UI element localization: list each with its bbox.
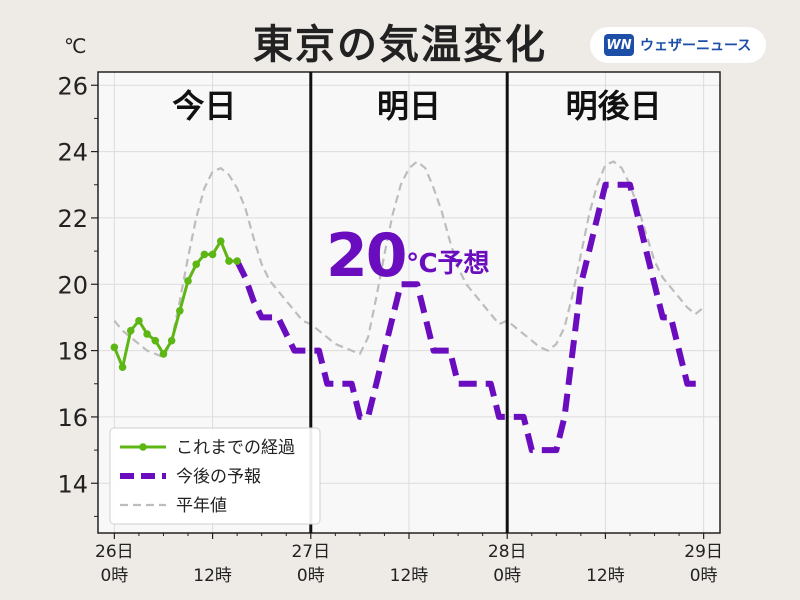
observed-point: [110, 343, 119, 352]
observed-point: [118, 363, 127, 371]
observed-point: [151, 336, 160, 345]
day-label: 明日: [377, 87, 441, 125]
observed-point: [184, 277, 192, 285]
observed-point: [200, 250, 209, 259]
observed-point: [126, 326, 135, 335]
observed-point: [159, 350, 168, 358]
day-label: 今日: [172, 87, 236, 125]
x-tick-hour-label: 0時: [493, 566, 521, 586]
legend-label: 今後の予報: [176, 467, 261, 487]
observed-point: [225, 257, 233, 265]
y-tick-label: 26: [57, 72, 88, 100]
x-tick-day-label: 26日: [95, 542, 134, 562]
x-tick-day-label: 28日: [488, 542, 527, 562]
weathernews-logo: WN ウェザーニュース: [590, 27, 766, 63]
x-tick-hour-label: 12時: [193, 566, 232, 586]
x-tick-hour-label: 12時: [390, 566, 429, 586]
weathernews-logo-mark: WN: [604, 34, 634, 56]
observed-line: [113, 239, 238, 369]
chart-title: 東京の気温変化: [253, 22, 547, 68]
observed-point: [135, 316, 143, 325]
y-tick-label: 20: [57, 271, 88, 299]
observed-point: [233, 257, 241, 265]
x-tick-day-label: 29日: [684, 542, 723, 562]
forecast-annotation-value: 20: [326, 221, 406, 291]
x-tick-day-label: 27日: [291, 542, 330, 562]
observed-point: [143, 330, 151, 338]
y-tick-label: 18: [57, 338, 88, 366]
y-axis-unit: ℃: [64, 34, 87, 58]
legend-marker: [139, 443, 147, 451]
legend-label: 平年値: [176, 496, 227, 516]
x-tick-hour-label: 0時: [100, 566, 128, 586]
x-tick-hour-label: 12時: [586, 566, 625, 586]
y-tick-label: 14: [57, 470, 88, 498]
x-tick-hour-label: 0時: [690, 566, 718, 586]
observed-point: [216, 237, 225, 245]
legend-box: [109, 427, 321, 525]
y-tick-label: 22: [57, 205, 88, 233]
observed-point: [167, 336, 176, 345]
observed-point: [208, 250, 217, 259]
observed-point: [176, 306, 184, 315]
y-tick-label: 16: [57, 404, 88, 432]
legend-label: これまでの経過: [176, 438, 295, 458]
forecast-line: [234, 181, 704, 454]
day-label: 明後日: [566, 87, 662, 125]
weathernews-logo-text: ウェザーニュース: [640, 38, 752, 54]
x-tick-hour-label: 0時: [297, 566, 325, 586]
forecast-annotation-suffix: ℃予想: [406, 249, 490, 279]
observed-point: [192, 260, 201, 269]
y-tick-label: 24: [57, 139, 88, 167]
